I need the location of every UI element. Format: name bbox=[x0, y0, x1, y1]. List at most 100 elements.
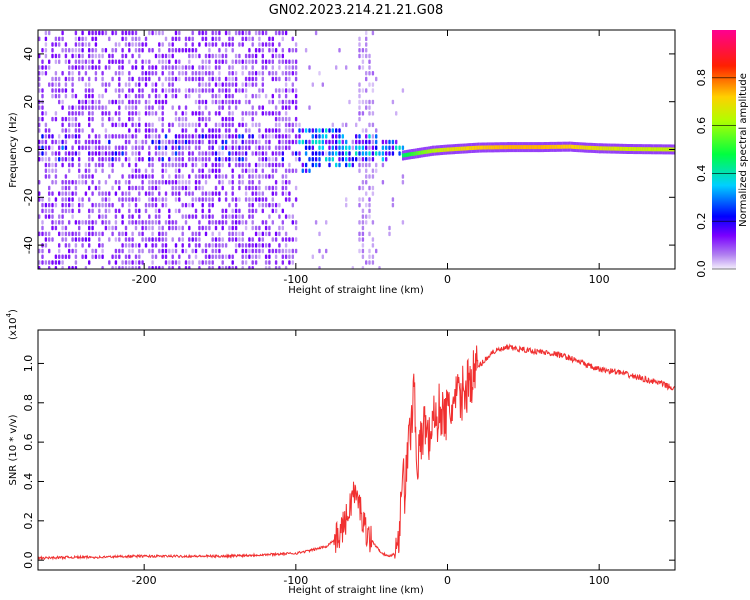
heatmap-cell bbox=[101, 202, 104, 208]
heatmap-cell bbox=[171, 42, 174, 47]
heatmap-cell bbox=[248, 162, 251, 168]
heatmap-cell bbox=[214, 111, 218, 116]
heatmap-cell bbox=[241, 168, 244, 173]
heatmap-cell bbox=[358, 99, 361, 105]
heatmap-cell bbox=[258, 162, 261, 168]
heatmap-cell bbox=[194, 237, 198, 242]
heatmap-cell bbox=[271, 93, 274, 99]
heatmap-cell bbox=[48, 134, 51, 139]
heatmap-cell bbox=[234, 53, 238, 59]
heatmap-cell bbox=[84, 162, 88, 168]
heatmap-cell bbox=[131, 99, 134, 105]
heatmap-cell bbox=[201, 71, 204, 76]
heatmap-cell bbox=[168, 76, 171, 82]
heatmap-cell bbox=[258, 128, 261, 133]
heatmap-cell bbox=[201, 202, 204, 208]
heatmap-cell bbox=[258, 42, 261, 47]
heatmap-cell bbox=[201, 99, 204, 105]
heatmap-cell bbox=[208, 65, 211, 70]
heatmap-cell bbox=[401, 174, 405, 179]
heatmap-cell bbox=[178, 168, 181, 173]
heatmap-cell bbox=[274, 30, 278, 36]
heatmap-cell bbox=[38, 53, 41, 59]
heatmap-cell bbox=[274, 122, 278, 128]
heatmap-cell bbox=[151, 180, 154, 185]
heatmap-cell bbox=[241, 260, 244, 265]
heatmap-cell bbox=[198, 93, 201, 99]
heatmap-cell bbox=[91, 174, 94, 179]
ridge-cell bbox=[613, 146, 616, 151]
heatmap-cell bbox=[61, 139, 64, 145]
heatmap-cell bbox=[164, 243, 168, 248]
heatmap-cell bbox=[151, 260, 154, 265]
heatmap-cell bbox=[254, 30, 258, 36]
ridge-cell bbox=[417, 151, 420, 156]
heatmap-cell bbox=[264, 220, 268, 225]
heatmap-cell bbox=[328, 157, 331, 162]
heatmap-cell bbox=[214, 134, 218, 139]
heatmap-cell bbox=[365, 53, 368, 59]
heatmap-cell bbox=[204, 30, 208, 36]
heatmap-cell bbox=[251, 168, 254, 173]
heatmap-cell bbox=[164, 88, 168, 93]
heatmap-cell bbox=[171, 248, 174, 254]
heatmap-cell bbox=[221, 174, 224, 179]
heatmap-cell bbox=[298, 134, 301, 139]
heatmap-cell bbox=[114, 266, 118, 269]
heatmap-cell bbox=[101, 248, 104, 254]
heatmap-cell bbox=[64, 254, 68, 259]
heatmap-cell bbox=[91, 157, 94, 162]
heatmap-cell bbox=[178, 48, 181, 53]
heatmap-cell bbox=[101, 254, 104, 259]
heatmap-cell bbox=[204, 162, 208, 168]
heatmap-cell bbox=[381, 151, 385, 156]
heatmap-cell bbox=[111, 168, 114, 173]
heatmap-cell bbox=[241, 162, 244, 168]
heatmap-cell bbox=[264, 30, 268, 36]
ridge-cell bbox=[581, 145, 584, 150]
heatmap-cell bbox=[228, 157, 231, 162]
heatmap-cell bbox=[164, 76, 168, 82]
heatmap-cell bbox=[224, 197, 228, 202]
heatmap-cell bbox=[84, 145, 88, 150]
heatmap-cell bbox=[148, 197, 151, 202]
heatmap-cell bbox=[231, 151, 234, 156]
heatmap-cell bbox=[81, 180, 84, 185]
heatmap-cell bbox=[151, 162, 154, 168]
ridge-cell bbox=[485, 145, 488, 150]
heatmap-cell bbox=[71, 237, 74, 242]
heatmap-cell bbox=[208, 202, 211, 208]
heatmap-cell bbox=[158, 157, 161, 162]
heatmap-cell bbox=[281, 254, 284, 259]
heatmap-cell bbox=[181, 157, 184, 162]
heatmap-cell bbox=[78, 111, 81, 116]
heatmap-cell bbox=[198, 220, 201, 225]
heatmap-cell bbox=[208, 220, 211, 225]
ridge-cell bbox=[601, 146, 603, 151]
heatmap-cell bbox=[218, 162, 221, 168]
heatmap-cell bbox=[94, 42, 98, 47]
heatmap-cell bbox=[78, 36, 81, 42]
heatmap-cell bbox=[201, 248, 204, 254]
heatmap-cell bbox=[234, 225, 238, 231]
heatmap-cell bbox=[134, 174, 138, 179]
heatmap-cell bbox=[201, 185, 204, 191]
heatmap-cell bbox=[138, 168, 141, 173]
heatmap-cell bbox=[221, 254, 224, 259]
heatmap-cell bbox=[395, 139, 398, 145]
heatmap-cell bbox=[174, 197, 178, 202]
heatmap-cell bbox=[98, 180, 101, 185]
heatmap-cell bbox=[64, 128, 68, 133]
heatmap-cell bbox=[68, 180, 71, 185]
heatmap-cell bbox=[361, 248, 365, 254]
heatmap-cell bbox=[104, 30, 108, 36]
heatmap-cell bbox=[264, 185, 268, 191]
heatmap-cell bbox=[48, 185, 51, 191]
heatmap-cell bbox=[294, 225, 298, 231]
heatmap-cell bbox=[138, 185, 141, 191]
heatmap-cell bbox=[94, 71, 98, 76]
heatmap-cell bbox=[241, 243, 244, 248]
heatmap-cell bbox=[371, 260, 375, 265]
heatmap-cell bbox=[64, 48, 68, 53]
heatmap-cell bbox=[48, 237, 51, 242]
